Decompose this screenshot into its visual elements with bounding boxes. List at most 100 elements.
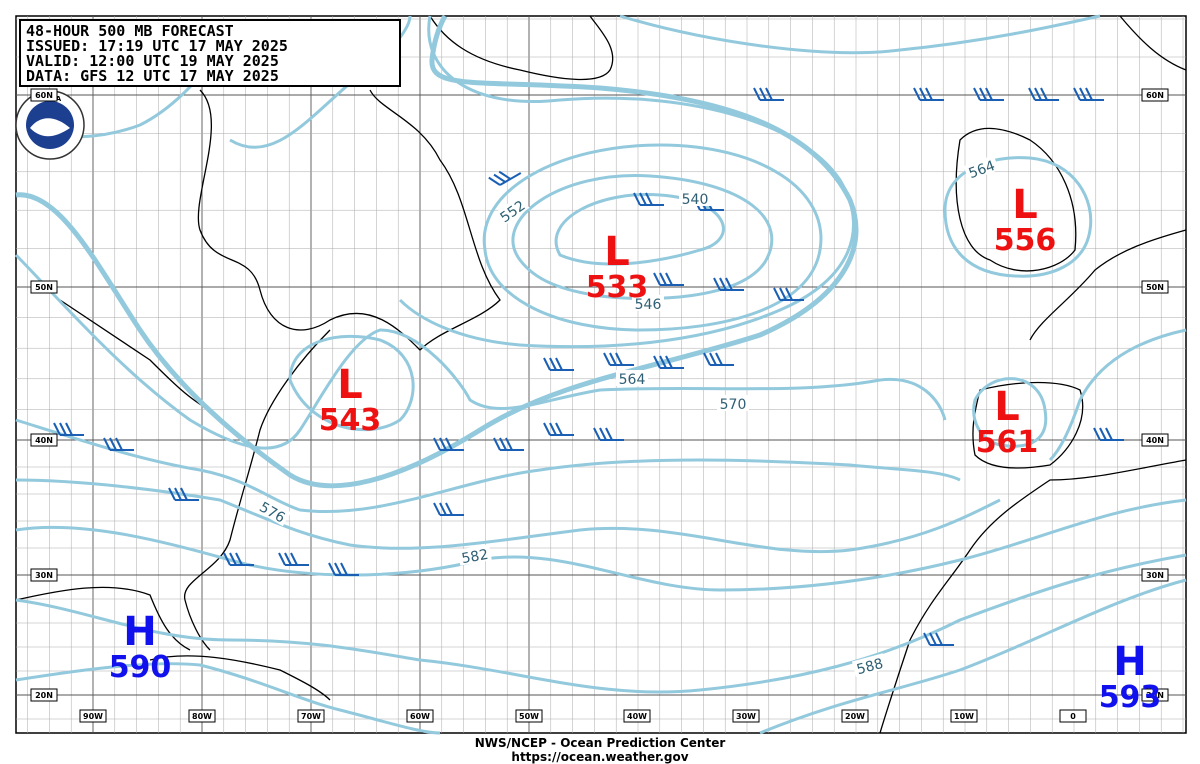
lon-label: 70W [301,712,321,721]
lon-label-box [623,709,651,723]
lon-label-box [841,709,869,723]
header-frame [19,19,401,87]
contour [398,15,855,349]
contour-label: 540 [682,192,709,208]
lon-label: 50W [519,712,539,721]
contour [15,553,1187,694]
coastline [59,299,211,411]
coastline [429,15,614,81]
contour [972,377,1048,448]
center-value: 561 [976,425,1039,460]
center-symbol: L [604,229,630,275]
contour [15,498,1187,592]
contour [482,143,823,332]
lat-label: 30N [35,571,53,580]
center-symbol: H [1113,639,1146,685]
contour-label-bg [494,194,530,227]
header-line: 48-HOUR 500 MB FORECAST [26,22,234,40]
lon-label-box [1059,709,1087,723]
contour-label: 564 [619,372,646,388]
lon-label: 0 [1070,712,1076,721]
lat-label-box [30,688,58,702]
logo: NOAA [15,90,85,160]
center-symbol: L [994,384,1020,430]
lat-label: 30N [1146,571,1164,580]
coastline [197,89,501,351]
contour-label-bg [255,496,291,527]
lat-label-group: 60N [1141,88,1169,102]
lat-label: 50N [35,283,53,292]
contour-label-bg [616,370,648,386]
lat-label-group: 40N [30,433,58,447]
header-box [19,19,401,87]
center-value: 543 [319,403,382,438]
lon-label: 30W [736,712,756,721]
lon-label-box [79,709,107,723]
header-line: VALID: 12:00 UTC 19 MAY 2025 [26,52,279,70]
lat-label-group: 20N [1141,688,1169,702]
lon-label-group: 50W [515,709,543,723]
lon-label: 80W [192,712,212,721]
center-symbol: L [1012,182,1038,228]
map-frame [15,15,1187,734]
center-symbol: H [123,609,156,655]
lat-label-group: 50N [30,280,58,294]
contour [759,578,1187,735]
lon-label-group: 20W [841,709,869,723]
lat-label-group: 30N [30,568,58,582]
lat-label: 40N [35,436,53,445]
footer-line: NWS/NCEP - Ocean Prediction Center [475,736,726,750]
center-symbol: L [337,362,363,408]
lon-label-group: 10W [950,709,978,723]
contour-label-bg [717,395,749,411]
coastline [1119,15,1187,71]
header-line: DATA: GFS 12 UTC 17 MAY 2025 [26,67,279,85]
lat-label-group: 50N [1141,280,1169,294]
lat-label-box [30,280,58,294]
lon-label-group: 70W [297,709,325,723]
center-value: 590 [109,650,172,685]
lon-label-box [515,709,543,723]
lat-label: 60N [35,91,53,100]
lat-label-group: 20N [30,688,58,702]
contour-label: 582 [460,547,489,567]
lon-label: 20W [845,712,865,721]
lat-label-group: 40N [1141,433,1169,447]
lat-label: 40N [1146,436,1164,445]
coastline [955,127,1077,272]
lon-label: 40W [627,712,647,721]
contour [288,334,415,432]
coastline [1029,229,1187,341]
lon-label-group: 0 [1059,709,1087,723]
contour [15,14,859,489]
coastline [972,381,1084,469]
footer-line: https://ocean.weather.gov [511,750,688,764]
lon-label-group: 80W [188,709,216,723]
contour [619,14,1101,55]
contour [511,174,774,301]
header-line: ISSUED: 17:19 UTC 17 MAY 2025 [26,37,288,55]
lon-label: 90W [83,712,103,721]
lat-label-box [1141,688,1169,702]
lon-label: 10W [954,712,974,721]
contour-label-bg [679,190,711,206]
coastline [184,329,331,651]
contour [1048,328,1187,462]
lat-label-box [1141,280,1169,294]
lat-label-box [1141,88,1169,102]
lat-label-group: 60N [30,88,58,102]
lat-label: 20N [1146,691,1164,700]
coastline [149,655,331,701]
contour-label-bg [632,295,664,311]
center-value: 533 [586,270,649,305]
contour-label: 570 [720,397,747,413]
lon-label-box [732,709,760,723]
contour-label: 546 [635,297,662,313]
lon-label-box [950,709,978,723]
lat-label-box [1141,433,1169,447]
lat-label-group: 30N [1141,568,1169,582]
lon-label: 60W [410,712,430,721]
contour [15,478,1001,554]
